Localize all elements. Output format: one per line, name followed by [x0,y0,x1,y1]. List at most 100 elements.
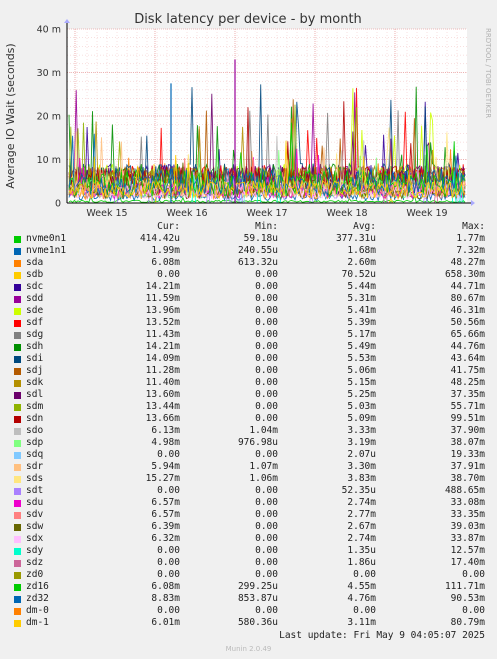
legend-swatch [14,272,21,279]
legend-cur-value: 6.13m [151,425,180,436]
legend-row-sdx: sdx 6.32m 0.00 2.74m 33.87m [0,533,497,545]
legend-max-value: 7.32m [456,245,485,256]
legend-avg-value: 3.11m [347,617,376,628]
legend-cur-value: 14.09m [145,353,180,364]
legend-swatch [14,380,21,387]
legend-series-name: sdf [26,317,44,328]
legend-max-value: 80.67m [450,293,485,304]
legend-cur-value: 6.01m [151,617,180,628]
legend-avg-value: 2.74m [347,497,376,508]
legend-max-value: 48.27m [450,257,485,268]
legend-cur-value: 0.00 [157,485,180,496]
legend-min-value: 0.00 [255,269,278,280]
legend-min-value: 0.00 [255,317,278,328]
legend-cur-value: 0.00 [157,545,180,556]
legend-max-value: 38.07m [450,437,485,448]
legend-swatch [14,620,21,627]
legend-min-value: 0.00 [255,521,278,532]
legend-avg-value: 4.55m [347,581,376,592]
legend-swatch [14,464,21,471]
chart-title: Disk latency per device - by month [134,12,362,27]
legend-series-name: sdd [26,293,44,304]
legend-max-value: 33.35m [450,509,485,520]
y-tick-label: 30 m [37,68,61,79]
legend-row-sde: sde 13.96m 0.00 5.41m 46.31m [0,305,497,317]
legend-row-sdy: sdy 0.00 0.00 1.35u 12.57m [0,545,497,557]
legend-row-sdp: sdp 4.98m 976.98u 3.19m 38.07m [0,437,497,449]
legend-row-sdv: sdv 6.57m 0.00 2.77m 33.35m [0,509,497,521]
legend-row-sda: sda 6.08m 613.32u 2.60m 48.27m [0,257,497,269]
legend-cur-value: 14.21m [145,281,180,292]
legend-max-value: 37.91m [450,461,485,472]
legend-row-dm-1: dm-1 6.01m 580.36u 3.11m 80.79m [0,617,497,629]
legend-swatch [14,344,21,351]
legend-cur-value: 14.21m [145,341,180,352]
legend-series-name: sdy [26,545,44,556]
legend-cur-value: 0.00 [157,269,180,280]
legend-row-sdi: sdi 14.09m 0.00 5.53m 43.64m [0,353,497,365]
y-axis-label: Average IO Wait (seconds) [4,43,17,188]
legend-cur-value: 13.60m [145,389,180,400]
legend-max-value: 19.33m [450,449,485,460]
legend-series-name: sda [26,257,44,268]
legend-swatch [14,596,21,603]
y-tick-label: 40 m [37,25,61,36]
legend-cur-value: 4.98m [151,437,180,448]
legend-swatch [14,452,21,459]
y-tick-label: 0 [55,199,61,210]
legend-avg-value: 70.52u [341,269,376,280]
legend-avg-value: 1.68m [347,245,376,256]
legend-avg-value: 5.49m [347,341,376,352]
legend-min-value: 0.00 [255,341,278,352]
legend-swatch [14,488,21,495]
legend-min-value: 0.00 [255,329,278,340]
legend-series-name: sde [26,305,44,316]
legend-avg-value: 4.76m [347,593,376,604]
legend-cur-value: 0.00 [157,605,180,616]
legend-cur-value: 13.44m [145,401,180,412]
legend-row-sdn: sdn 13.66m 0.00 5.09m 99.51m [0,413,497,425]
legend-swatch [14,392,21,399]
legend-cur-value: 1.99m [151,245,180,256]
legend-series-name: sdv [26,509,44,520]
legend-min-value: 0.00 [255,509,278,520]
x-tick-label: Week 16 [166,208,207,219]
legend-row-sdh: sdh 14.21m 0.00 5.49m 44.76m [0,341,497,353]
legend-cur-value: 6.08m [151,257,180,268]
legend-row-dm-0: dm-0 0.00 0.00 0.00 0.00 [0,605,497,617]
legend-cur-value: 414.42u [139,233,180,244]
legend-min-value: 1.07m [249,461,278,472]
legend-series-name: sdo [26,425,44,436]
legend-swatch [14,440,21,447]
legend-swatch [14,572,21,579]
legend-avg-value: 5.44m [347,281,376,292]
legend-swatch [14,608,21,615]
legend-max-value: 111.71m [444,581,485,592]
legend-swatch [14,320,21,327]
legend-swatch [14,308,21,315]
legend-min-value: 0.00 [255,605,278,616]
legend-avg-value: 0.00 [353,605,376,616]
legend-avg-value: 5.09m [347,413,376,424]
series-line-dm-1 [68,140,466,200]
legend-min-value: 0.00 [255,281,278,292]
legend-avg-value: 2.67m [347,521,376,532]
legend-series-name: zd16 [26,581,49,592]
legend-max-value: 0.00 [462,605,485,616]
legend-row-sdb: sdb 0.00 0.00 70.52u 658.30m [0,269,497,281]
legend-max-value: 55.71m [450,401,485,412]
legend-min-value: 0.00 [255,545,278,556]
x-tick-label: Week 19 [406,208,447,219]
legend-swatch [14,248,21,255]
legend-avg-value: 0.00 [353,569,376,580]
legend-max-value: 12.57m [450,545,485,556]
legend-cur-value: 6.57m [151,509,180,520]
legend-row-sdz: sdz 0.00 0.00 1.86u 17.40m [0,557,497,569]
legend-row-sds: sds 15.27m 1.06m 3.83m 38.70m [0,473,497,485]
rrdtool-watermark: RRDTOOL / TOBI OETIKER [484,28,492,118]
legend-cur-value: 11.43m [145,329,180,340]
legend-row-sdg: sdg 11.43m 0.00 5.17m 65.66m [0,329,497,341]
legend-series-name: nvme1n1 [26,245,67,256]
y-axis-arrow [64,19,70,23]
legend-series-name: sdc [26,281,44,292]
